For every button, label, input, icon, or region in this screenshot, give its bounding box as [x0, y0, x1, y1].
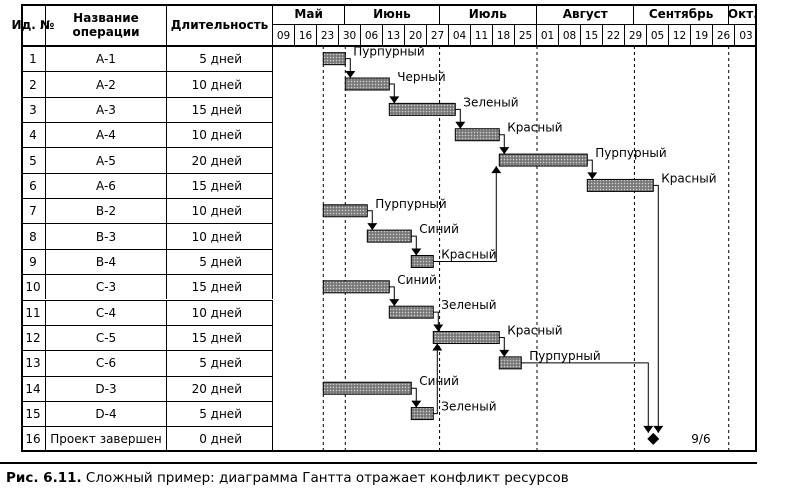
caption-text: Сложный пример: диаграмма Гантта отражае… [81, 470, 569, 486]
row-id: 14 [21, 375, 46, 401]
week-header: 23 [317, 25, 339, 46]
row-name: C-6 [46, 350, 167, 376]
row-name: A-3 [46, 96, 167, 123]
week-header: 03 [739, 29, 753, 42]
figure-caption: Рис. 6.11. Сложный пример: диаграмма Ган… [6, 470, 569, 486]
row-duration: 5 дней [167, 248, 273, 275]
row-name: A-6 [46, 172, 167, 199]
week-header: 12 [669, 25, 691, 46]
row-id: 10 [21, 274, 46, 300]
header-name: Название операции [46, 4, 167, 46]
row-name: D-4 [46, 400, 167, 427]
month-header: Май [273, 4, 346, 25]
week-header: 29 [625, 25, 647, 46]
row-duration: 15 дней [167, 324, 273, 351]
week-header: 01 [537, 25, 559, 46]
row-name: B-3 [46, 223, 167, 249]
row-name: A-5 [46, 147, 167, 173]
row-duration: 20 дней [167, 147, 273, 173]
month-header: Июль [439, 4, 537, 25]
week-header: 11 [471, 25, 493, 46]
row-name: Проект завершен [46, 426, 167, 452]
week-header: 25 [515, 25, 537, 46]
row-duration: 10 дней [167, 71, 273, 97]
row-duration: 10 дней [167, 122, 273, 148]
row-name: D-3 [46, 375, 167, 401]
row-id: 11 [21, 299, 46, 325]
month-header: Сентябрь [634, 4, 729, 25]
week-header: 22 [603, 25, 625, 46]
row-id: 16 [21, 426, 46, 452]
row-duration: 15 дней [167, 96, 273, 123]
month-header: Окт. [728, 4, 758, 25]
week-header: 19 [691, 25, 713, 46]
row-id: 12 [21, 324, 46, 351]
header-duration: Длительность [167, 4, 273, 46]
week-header: 18 [493, 25, 515, 46]
week-header: 05 [647, 25, 669, 46]
week-header: 09 [273, 25, 295, 46]
row-name: A-4 [46, 122, 167, 148]
row-name: B-2 [46, 198, 167, 224]
row-id: 5 [21, 147, 46, 173]
row-name: A-2 [46, 71, 167, 97]
row-duration: 15 дней [167, 274, 273, 300]
row-id: 8 [21, 223, 46, 249]
week-header: 26 [713, 25, 735, 46]
month-header: Август [537, 4, 635, 25]
row-duration: 15 дней [167, 172, 273, 199]
row-duration: 10 дней [167, 223, 273, 249]
row-id: 13 [21, 350, 46, 376]
week-header: 27 [427, 25, 449, 46]
row-name: C-5 [46, 324, 167, 351]
row-id: 15 [21, 400, 46, 427]
week-header: 20 [405, 25, 427, 46]
row-duration: 5 дней [167, 400, 273, 427]
week-header: 15 [581, 25, 603, 46]
table-frame [21, 4, 757, 452]
row-duration: 20 дней [167, 375, 273, 401]
row-name: B-4 [46, 248, 167, 275]
row-id: 7 [21, 198, 46, 224]
caption-label: Рис. 6.11. [6, 470, 82, 486]
week-header: 06 [361, 25, 383, 46]
caption-rule [0, 462, 757, 464]
week-header: 04 [449, 25, 471, 46]
week-header: 13 [383, 25, 405, 46]
row-id: 2 [21, 71, 46, 97]
header-divider [21, 45, 757, 47]
row-name: C-4 [46, 299, 167, 325]
row-name: C-3 [46, 274, 167, 300]
row-duration: 0 дней [167, 426, 273, 452]
row-id: 9 [21, 248, 46, 275]
row-duration: 5 дней [167, 350, 273, 376]
row-id: 6 [21, 172, 46, 199]
week-header: 08 [559, 25, 581, 46]
row-id: 4 [21, 122, 46, 148]
week-header: 30 [339, 25, 361, 46]
row-duration: 10 дней [167, 198, 273, 224]
row-id: 3 [21, 96, 46, 123]
month-header: Июнь [345, 4, 440, 25]
week-header: 16 [295, 25, 317, 46]
row-duration: 10 дней [167, 299, 273, 325]
